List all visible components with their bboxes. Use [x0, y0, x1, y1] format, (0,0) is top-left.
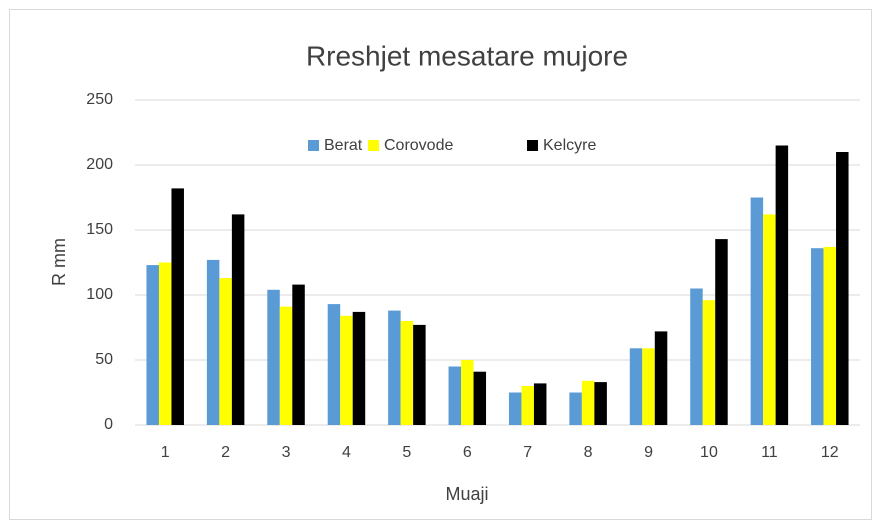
- x-tick-label: 2: [221, 444, 230, 461]
- bar: [413, 324, 426, 425]
- x-tick-label: 6: [463, 444, 472, 461]
- bar: [775, 145, 789, 425]
- x-tick-label: 4: [342, 444, 351, 461]
- bar: [642, 348, 655, 425]
- bar: [654, 331, 668, 425]
- bar: [171, 188, 184, 425]
- bar: [629, 348, 643, 425]
- y-tick-label: 100: [86, 286, 113, 303]
- legend-label: Corovode: [384, 137, 453, 154]
- y-tick-label: 50: [95, 351, 113, 368]
- bar: [521, 386, 534, 425]
- bar: [219, 278, 232, 425]
- x-tick-label: 5: [402, 444, 411, 461]
- bar: [823, 246, 837, 425]
- chart-frame: [9, 9, 872, 520]
- bar: [811, 248, 824, 425]
- bar: [327, 304, 341, 425]
- bar: [279, 306, 293, 425]
- bar: [158, 262, 172, 425]
- bar: [448, 366, 462, 425]
- bar: [292, 284, 305, 425]
- x-tick-label: 1: [161, 444, 170, 461]
- bar: [569, 392, 582, 425]
- bar: [581, 380, 595, 425]
- bar: [715, 239, 728, 425]
- x-tick-label: 7: [523, 444, 532, 461]
- bar: [473, 371, 487, 425]
- y-axis-label: R mm: [49, 238, 69, 286]
- x-axis-label: Muaji: [445, 484, 488, 504]
- x-tick-label: 3: [282, 444, 291, 461]
- x-tick-label: 9: [644, 444, 653, 461]
- legend-label: Kelcyre: [543, 137, 596, 154]
- bar: [594, 382, 607, 425]
- y-tick-label: 0: [104, 416, 113, 433]
- legend-label: Berat: [324, 137, 363, 154]
- bar: [388, 310, 401, 425]
- bar: [352, 311, 366, 425]
- x-tick-label: 12: [821, 444, 839, 461]
- bar: [836, 152, 849, 425]
- x-tick-label: 8: [584, 444, 593, 461]
- legend-swatch: [308, 140, 319, 151]
- bar: [231, 214, 245, 425]
- y-tick-label: 200: [86, 156, 113, 173]
- bar: [461, 360, 474, 425]
- bar: [702, 300, 716, 425]
- bar: [206, 259, 220, 425]
- y-tick-label: 250: [86, 91, 113, 108]
- x-tick-label: 11: [761, 444, 778, 461]
- bar: [763, 214, 776, 425]
- legend-swatch: [368, 140, 379, 151]
- y-tick-label: 150: [86, 221, 113, 238]
- bar: [690, 288, 703, 425]
- legend-swatch: [527, 140, 538, 151]
- bar: [750, 197, 764, 425]
- bar: [340, 315, 353, 425]
- bar: [508, 392, 522, 425]
- chart-title: Rreshjet mesatare mujore: [306, 40, 628, 71]
- bar: [267, 289, 280, 425]
- bar: [533, 383, 547, 425]
- bar: [146, 265, 159, 425]
- x-tick-label: 10: [700, 444, 718, 461]
- bar: [400, 321, 414, 425]
